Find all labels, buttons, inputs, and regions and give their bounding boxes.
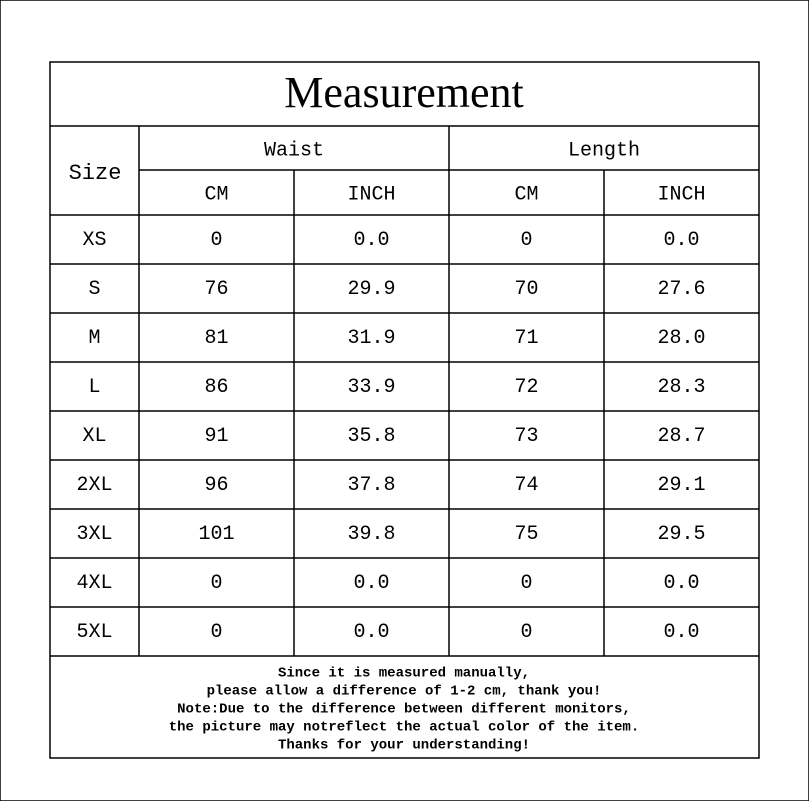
value-cell: 73 — [514, 425, 538, 448]
footer-line: Since it is measured manually, — [278, 666, 530, 682]
group-header: Length — [568, 139, 640, 162]
value-cell: 29.5 — [657, 523, 705, 546]
value-cell: 31.9 — [347, 327, 395, 350]
unit-header: INCH — [347, 183, 395, 206]
value-cell: 39.8 — [347, 523, 395, 546]
value-cell: 0.0 — [663, 229, 699, 252]
unit-header: CM — [514, 183, 538, 206]
value-cell: 28.3 — [657, 376, 705, 399]
value-cell: 86 — [204, 376, 228, 399]
value-cell: 0 — [210, 572, 222, 595]
value-cell: 29.1 — [657, 474, 705, 497]
value-cell: 29.9 — [347, 278, 395, 301]
size-cell: L — [88, 376, 100, 399]
size-cell: M — [88, 327, 100, 350]
value-cell: 0.0 — [353, 572, 389, 595]
value-cell: 71 — [514, 327, 538, 350]
value-cell: 70 — [514, 278, 538, 301]
value-cell: 76 — [204, 278, 228, 301]
value-cell: 28.7 — [657, 425, 705, 448]
footer-line: Note:Due to the difference between diffe… — [177, 702, 631, 718]
value-cell: 0 — [520, 572, 532, 595]
size-cell: XS — [82, 229, 106, 252]
size-cell: 2XL — [76, 474, 112, 497]
title: Measurement — [284, 68, 523, 117]
value-cell: 0.0 — [663, 621, 699, 644]
size-cell: 3XL — [76, 523, 112, 546]
value-cell: 74 — [514, 474, 538, 497]
value-cell: 0.0 — [353, 621, 389, 644]
value-cell: 0.0 — [663, 572, 699, 595]
unit-header: CM — [204, 183, 228, 206]
value-cell: 27.6 — [657, 278, 705, 301]
value-cell: 101 — [198, 523, 234, 546]
size-cell: S — [88, 278, 100, 301]
size-header: Size — [69, 161, 122, 186]
value-cell: 81 — [204, 327, 228, 350]
value-cell: 72 — [514, 376, 538, 399]
value-cell: 75 — [514, 523, 538, 546]
value-cell: 35.8 — [347, 425, 395, 448]
value-cell: 0 — [520, 621, 532, 644]
value-cell: 0 — [210, 229, 222, 252]
outer-border — [49, 61, 760, 759]
size-cell: 4XL — [76, 572, 112, 595]
group-header: Waist — [264, 139, 324, 162]
footer-line: the picture may notreflect the actual co… — [169, 720, 639, 736]
value-cell: 33.9 — [347, 376, 395, 399]
unit-header: INCH — [657, 183, 705, 206]
value-cell: 0.0 — [353, 229, 389, 252]
size-cell: XL — [82, 425, 106, 448]
value-cell: 0 — [210, 621, 222, 644]
footer-line: Thanks for your understanding! — [278, 738, 530, 754]
size-cell: 5XL — [76, 621, 112, 644]
value-cell: 91 — [204, 425, 228, 448]
value-cell: 0 — [520, 229, 532, 252]
footer-line: please allow a difference of 1-2 cm, tha… — [207, 684, 602, 700]
value-cell: 28.0 — [657, 327, 705, 350]
value-cell: 96 — [204, 474, 228, 497]
value-cell: 37.8 — [347, 474, 395, 497]
